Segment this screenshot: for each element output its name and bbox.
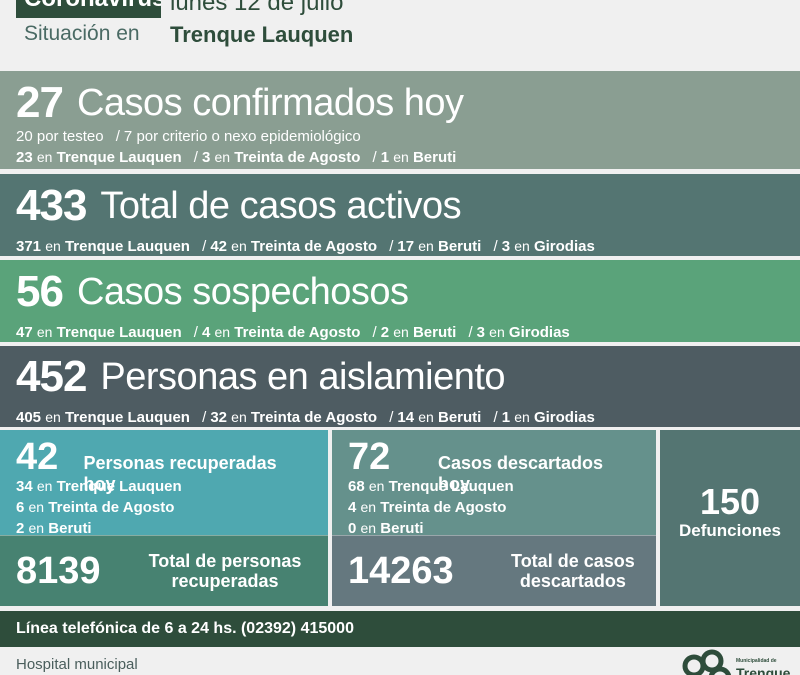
confirmed-number: 27 [16,78,64,127]
header-tag: Coronavirus [16,0,161,18]
active-panel: 433 Total de casos activos 371 en Trenque… [0,174,800,256]
deaths-card: 150 Defunciones [660,430,800,606]
deaths-number: 150 [699,481,761,522]
recovered-today-card: 42 Personas recuperadas hoy 34 en Trenqu… [0,430,328,537]
suspected-title: Casos sospechosos [76,271,409,313]
recovered-total-card: 8139 Total de personas recuperadas [0,535,328,606]
isolation-by-location: 405 en Trenque Lauquen /32 en Treinta de… [16,409,595,426]
isolation-title: Personas en aislamiento [100,356,506,398]
city-name: Trenque Lauquen [170,22,354,47]
confirmed-title: Casos confirmados hoy [76,82,464,124]
discarded-today-title: Casos descartados hoy [437,453,604,494]
recovered-location-row: 2 en Beruti [16,520,92,537]
discarded-total-card: 14263 Total de casos descartados [332,535,656,606]
header-date: lunes 12 de julio [170,0,344,16]
phone-line-bar: Línea telefónica de 6 a 24 hs. (02392) 4… [0,611,800,647]
logo-name: Trenque [736,665,791,675]
confirmed-by-location: 23 en Trenque Lauquen /3 en Treinta de A… [16,149,457,166]
active-title: Total de casos activos [100,185,462,227]
recovered-total-title: Total de personas recuperadas [148,551,302,591]
discarded-today-card: 72 Casos descartados hoy 68 en Trenque L… [332,430,656,537]
suspected-panel: 56 Casos sospechosos 47 en Trenque Lauque… [0,260,800,342]
deaths-label: Defunciones [678,521,782,540]
logo-subtitle: Municipalidad de [736,658,777,664]
recovered-location-row: 34 en Trenque Lauquen [16,478,182,495]
situation-label: Situación en [24,22,140,45]
confirmed-by-method: 20 por testeo /7 por criterio o nexo epi… [16,128,361,145]
confirmed-panel: 27 Casos confirmados hoy 20 por testeo /7… [0,71,800,169]
recovered-total-number: 8139 [16,549,101,592]
discarded-today-number: 72 [348,436,391,478]
discarded-total-number: 14263 [348,549,454,592]
recovered-today-number: 42 [16,436,59,478]
hospital-label: Hospital municipal [16,656,138,673]
discarded-location-row: 0 en Beruti [348,520,424,537]
recovered-today-title: Personas recuperadas hoy [83,453,277,494]
suspected-number: 56 [16,267,64,316]
municipality-logo: Municipalidad de Trenque [682,648,800,675]
discarded-location-row: 4 en Treinta de Agosto [348,499,507,516]
active-by-location: 371 en Trenque Lauquen /42 en Treinta de… [16,238,595,255]
active-number: 433 [16,181,87,230]
discarded-total-title: Total de casos descartados [511,551,635,591]
isolation-panel: 452 Personas en aislamiento 405 en Trenqu… [0,346,800,427]
recovered-location-row: 6 en Treinta de Agosto [16,499,175,516]
suspected-by-location: 47 en Trenque Lauquen /4 en Treinta de A… [16,324,570,341]
discarded-location-row: 68 en Trenque Lauquen [348,478,514,495]
isolation-number: 452 [16,352,87,401]
logo-rings-icon [682,649,732,675]
